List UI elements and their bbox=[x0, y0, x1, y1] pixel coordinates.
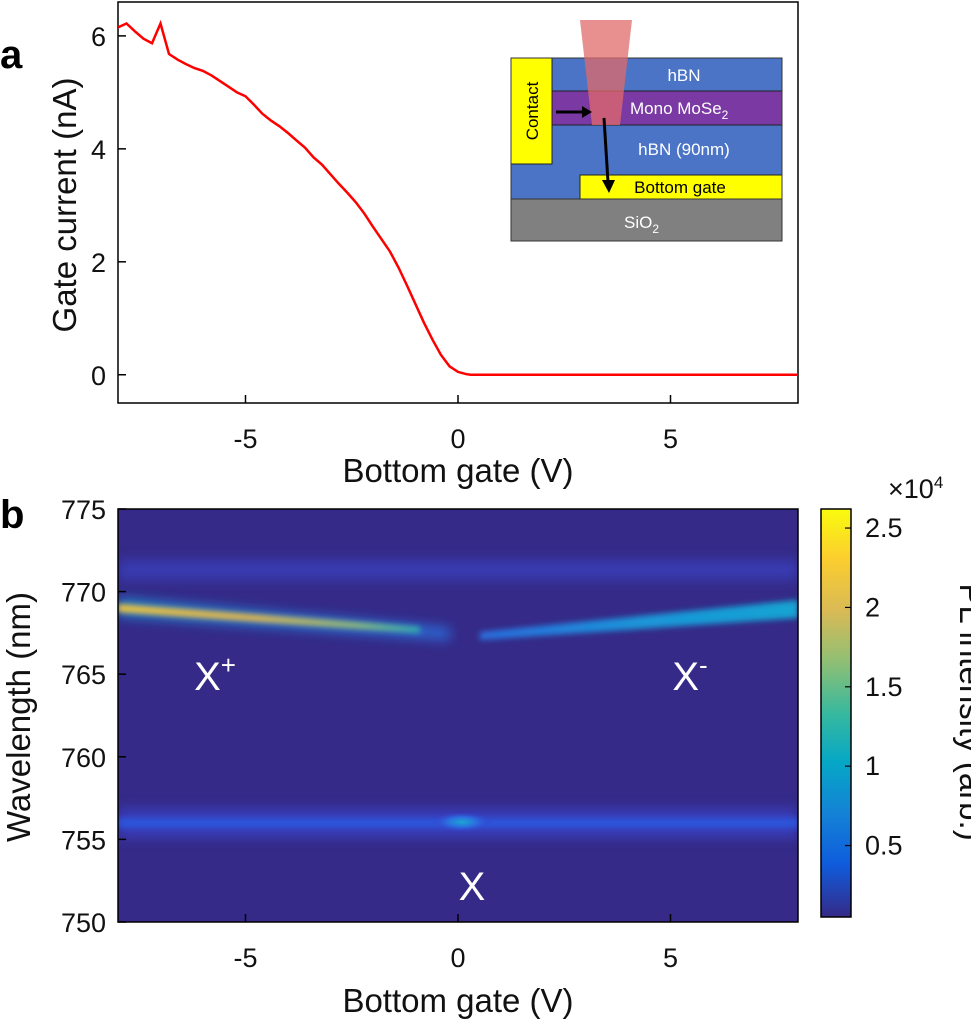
pl-map-axes: -5 0 5 750 755 760 765 770 775 X+ X- X Bottom ga… bbox=[0, 495, 799, 1019]
current-arrow-vertical bbox=[602, 117, 610, 183]
colorbar-label: PL intensity (arb.) bbox=[953, 583, 971, 840]
x-plus-band bbox=[118, 604, 420, 633]
gate-current-line bbox=[118, 19, 798, 377]
x-axis-label-a: Bottom gate (V) bbox=[342, 452, 573, 489]
bottom-gate-layer bbox=[579, 174, 783, 200]
y-tick-label-b: 750 bbox=[61, 908, 106, 938]
inset-label-contact: Contact bbox=[523, 81, 542, 140]
y-tick-label-b: 775 bbox=[61, 495, 106, 525]
pl-heatmap bbox=[118, 509, 798, 922]
colorbar-tick-label: 0.5 bbox=[865, 831, 903, 861]
y-tick-label-a: 4 bbox=[91, 135, 106, 165]
colorbar-multiplier: ×104 bbox=[888, 473, 943, 504]
y-tick-label-b: 765 bbox=[61, 660, 106, 690]
colorbar-ticks: 0.5 1 1.5 2 2.5 bbox=[845, 513, 903, 861]
mose2-layer bbox=[550, 91, 782, 125]
y-tick-label-b: 760 bbox=[61, 743, 106, 773]
y-tick-label-a: 2 bbox=[91, 248, 106, 278]
x-tick-label-b: -5 bbox=[233, 943, 257, 973]
y-tick-label-a: 6 bbox=[91, 22, 106, 52]
x-plus-label: X+ bbox=[194, 650, 236, 699]
tick-group-b: -5 0 5 750 755 760 765 770 775 bbox=[61, 495, 678, 973]
x-neutral-label: X bbox=[459, 865, 486, 909]
colorbar: 0.5 1 1.5 2 2.5 ×104 PL intensity (arb.) bbox=[820, 473, 971, 918]
x-tick-label-a: 5 bbox=[663, 424, 678, 454]
y-axis-label-b: Wavelength (nm) bbox=[0, 592, 37, 842]
x-tick-label-b: 0 bbox=[450, 943, 465, 973]
inset-label-top-hbn: hBN bbox=[667, 66, 700, 85]
colorbar-tick-label: 2 bbox=[865, 592, 880, 622]
colorbar-tick-label: 2.5 bbox=[865, 513, 903, 543]
x-tick-label-b: 5 bbox=[663, 943, 678, 973]
laser-beam bbox=[580, 20, 632, 125]
y-tick-label-a: 0 bbox=[91, 361, 106, 391]
x-tick-label-a: -5 bbox=[233, 424, 257, 454]
inset-label-mono-mose2: Mono MoSe2 bbox=[630, 99, 729, 122]
inset-label-sio2: SiO2 bbox=[624, 213, 659, 236]
inset-label-bottom-gate: Bottom gate bbox=[634, 178, 726, 197]
device-schematic-inset: hBN Mono MoSe2 hBN (90nm) Bottom gate Si… bbox=[510, 20, 783, 242]
colorbar-tick-label: 1 bbox=[865, 751, 880, 781]
tick-group-a: -5 0 5 0 2 4 6 bbox=[91, 22, 678, 454]
inset-label-hbn-90nm: hBN (90nm) bbox=[638, 140, 730, 159]
x-minus-label: X- bbox=[672, 650, 707, 699]
panel-label-a: a bbox=[0, 33, 23, 77]
colorbar-tick-label: 1.5 bbox=[865, 672, 903, 702]
panel-label-b: b bbox=[0, 493, 24, 537]
y-tick-label-b: 770 bbox=[61, 578, 106, 608]
x-tick-label-a: 0 bbox=[450, 424, 465, 454]
y-tick-label-b: 755 bbox=[61, 825, 106, 855]
x-neutral-spot bbox=[432, 812, 492, 832]
contact-pad bbox=[510, 57, 553, 165]
x-axis-label-b: Bottom gate (V) bbox=[342, 982, 573, 1019]
colorbar-gradient bbox=[820, 508, 852, 918]
y-axis-label-a: Gate current (nA) bbox=[46, 78, 83, 333]
x-minus-band bbox=[480, 600, 798, 640]
